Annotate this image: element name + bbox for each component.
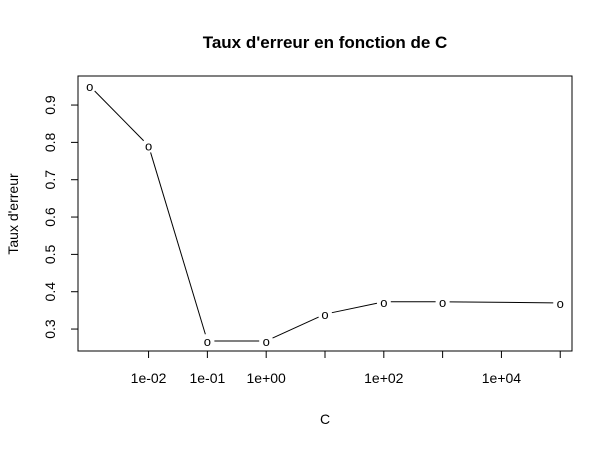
data-point: o xyxy=(145,139,152,154)
line-segment xyxy=(150,152,206,335)
y-tick-label: 0.4 xyxy=(42,282,58,302)
y-tick-label: 0.3 xyxy=(42,319,58,339)
y-axis: 0.3 0.4 0.5 0.6 0.7 0.8 0.9 xyxy=(42,95,79,339)
x-tick-label: 1e-01 xyxy=(189,370,225,386)
y-tick-label: 0.7 xyxy=(42,170,58,190)
data-point: o xyxy=(204,334,211,349)
x-tick-label: 1e+02 xyxy=(364,370,404,386)
x-tick-label: 1e-02 xyxy=(131,370,167,386)
y-tick-label: 0.5 xyxy=(42,244,58,264)
x-axis-label: C xyxy=(320,411,330,427)
y-axis-label: Taux d'erreur xyxy=(5,173,21,255)
data-point: o xyxy=(263,334,270,349)
y-tick-label: 0.6 xyxy=(42,207,58,227)
data-point: o xyxy=(557,296,564,311)
data-point: o xyxy=(439,295,446,310)
data-point: o xyxy=(321,307,328,322)
data-point: o xyxy=(86,79,93,94)
line-segment xyxy=(449,301,554,304)
y-tick-label: 0.8 xyxy=(42,132,58,152)
line-segment xyxy=(331,302,378,314)
x-tick-label: 1e+00 xyxy=(247,370,287,386)
x-tick-label: 1e+04 xyxy=(482,370,522,386)
data-point: o xyxy=(380,295,387,310)
y-tick-label: 0.9 xyxy=(42,95,58,115)
line-segment xyxy=(94,90,145,142)
series-line: o o o o o o o o xyxy=(86,79,564,349)
line-segment xyxy=(272,316,319,339)
x-axis: 1e-02 1e-01 1e+00 1e+02 1e+04 xyxy=(131,350,561,386)
chart-title: Taux d'erreur en fonction de C xyxy=(203,33,448,52)
